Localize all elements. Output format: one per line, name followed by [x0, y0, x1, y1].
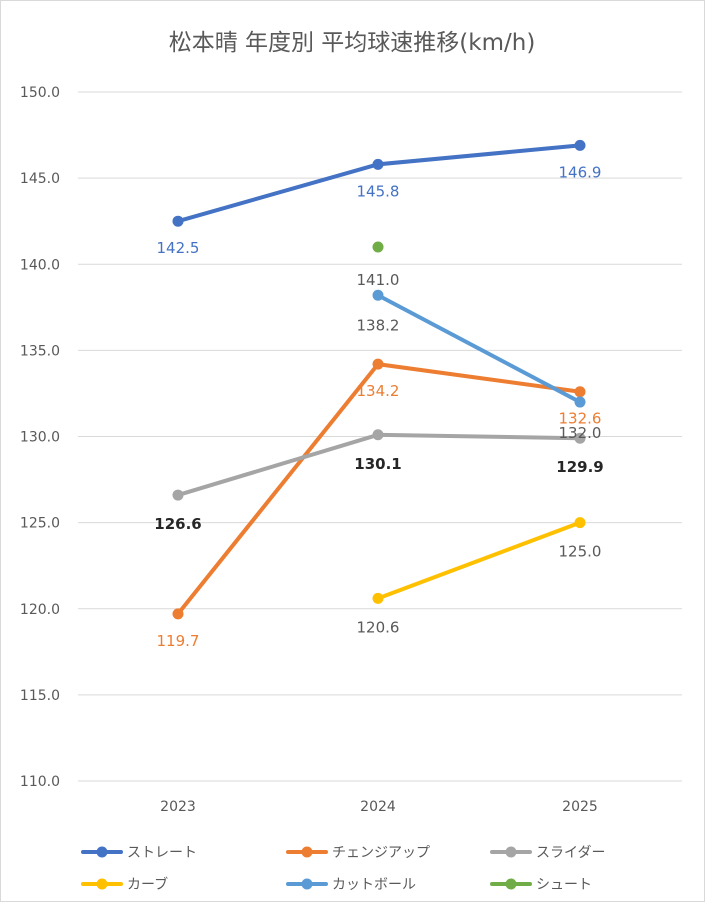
y-tick-label: 145.0: [20, 171, 60, 187]
chart-title: 松本晴 年度別 平均球速推移(km/h): [169, 30, 536, 56]
data-point: [574, 432, 586, 444]
data-point: [372, 158, 384, 170]
legend-label: カーブ: [127, 876, 168, 893]
legend-item: カットボール: [286, 877, 416, 893]
series-6: [372, 241, 384, 253]
legend-label: シュート: [536, 877, 592, 893]
legend-item: ストレート: [81, 845, 197, 861]
y-axis-tick-labels: 110.0 115.0 120.0 125.0 130.0 135.0 140.0 145.0…: [20, 85, 60, 790]
data-label: 138.2: [357, 316, 400, 334]
series-1: [172, 139, 586, 227]
x-tick-label: 2025: [562, 799, 598, 815]
data-label: 132.0: [559, 424, 602, 442]
legend-swatch-marker: [301, 878, 313, 890]
legend-swatch-marker: [301, 846, 313, 858]
series-4: [372, 517, 586, 604]
y-tick-label: 125.0: [20, 516, 60, 532]
legend-label: カットボール: [332, 877, 416, 893]
legend-item: スライダー: [490, 845, 605, 861]
x-tick-label: 2023: [160, 799, 196, 815]
series-5: [372, 289, 586, 408]
y-tick-label: 120.0: [20, 602, 60, 618]
gridlines: [78, 91, 682, 782]
legend-swatch-marker: [505, 878, 517, 890]
data-label: 119.7: [157, 632, 200, 650]
data-point: [372, 241, 384, 253]
series-group: [172, 139, 586, 620]
series-line: [176, 362, 582, 616]
y-tick-label: 150.0: [20, 85, 60, 101]
legend-swatch-marker: [96, 878, 108, 890]
y-tick-label: 140.0: [20, 257, 60, 273]
series-2: [172, 358, 586, 620]
data-labels: 142.5 145.8 146.9 119.7 134.2 132.6 126.6 130.1…: [154, 163, 603, 650]
data-point: [574, 386, 586, 398]
legend-swatch-marker: [505, 846, 517, 858]
legend-label: ストレート: [127, 845, 197, 861]
y-tick-label: 110.0: [20, 774, 60, 790]
x-tick-label: 2024: [360, 799, 396, 815]
data-point: [574, 517, 586, 529]
data-point: [172, 215, 184, 227]
y-tick-label: 135.0: [20, 343, 60, 359]
legend-item: チェンジアップ: [286, 845, 430, 861]
series-3: [172, 429, 586, 501]
series-line: [376, 293, 582, 405]
legend-label: チェンジアップ: [332, 845, 430, 861]
data-point: [372, 289, 384, 301]
legend-swatch-marker: [96, 846, 108, 858]
data-point: [372, 429, 384, 441]
data-point: [172, 608, 184, 620]
data-label: 126.6: [154, 515, 201, 533]
data-point: [574, 396, 586, 408]
data-point: [172, 489, 184, 501]
data-label: 120.6: [357, 618, 400, 636]
data-point: [372, 592, 384, 604]
data-label: 129.9: [556, 458, 603, 476]
data-label: 134.2: [357, 382, 400, 400]
data-point: [372, 358, 384, 370]
data-label: 125.0: [559, 543, 602, 561]
y-tick-label: 115.0: [20, 688, 60, 704]
data-label: 141.0: [357, 271, 400, 289]
data-label: 146.9: [559, 163, 602, 181]
series-line: [376, 520, 582, 601]
y-tick-label: 130.0: [20, 430, 60, 446]
data-label: 142.5: [157, 239, 200, 257]
data-point: [574, 139, 586, 151]
legend-label: スライダー: [536, 845, 605, 861]
data-label: 145.8: [357, 182, 400, 200]
legend-item: カーブ: [81, 876, 168, 893]
x-axis-tick-labels: 2023 2024 2025: [160, 799, 598, 815]
data-label: 130.1: [354, 455, 401, 473]
legend-item: シュート: [490, 877, 592, 893]
data-label: 132.6: [559, 410, 602, 428]
